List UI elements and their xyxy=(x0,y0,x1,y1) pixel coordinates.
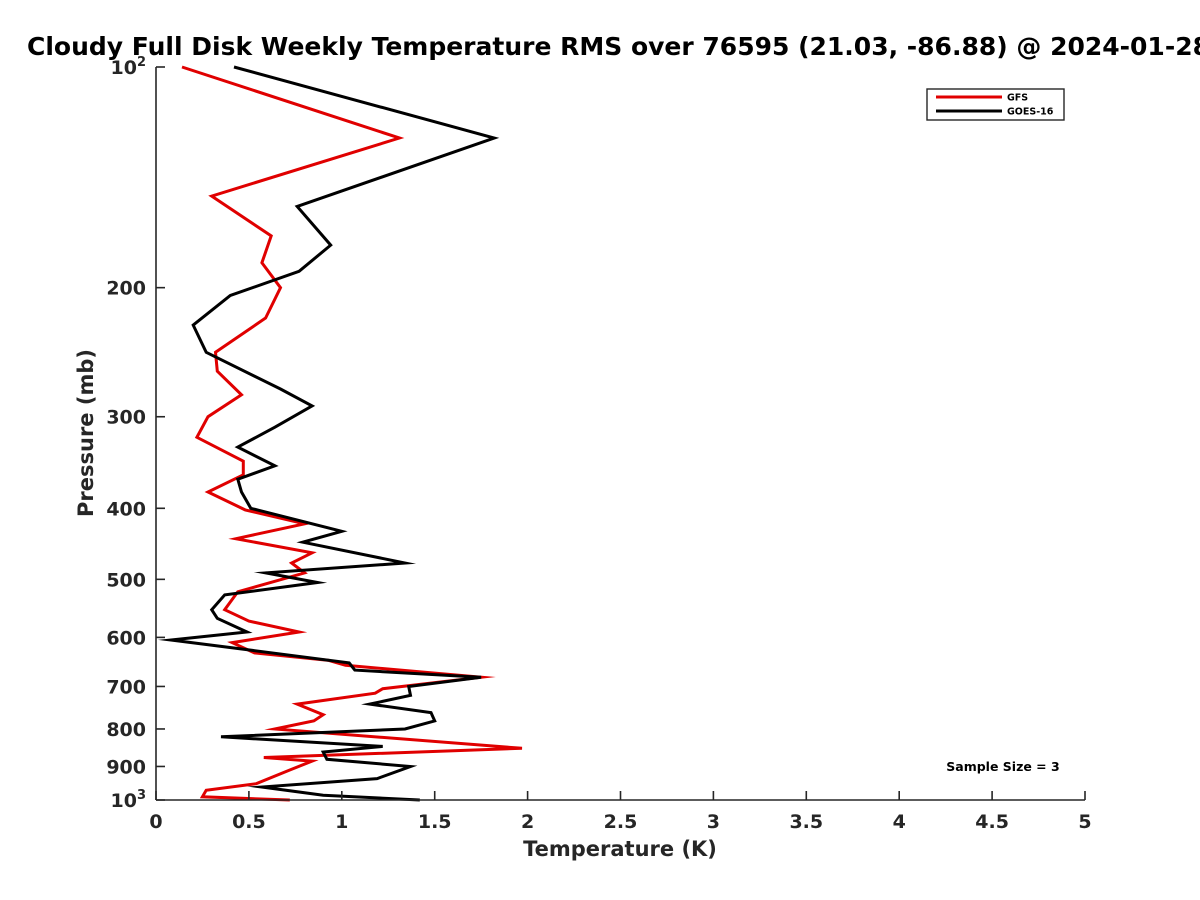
legend: GFS GOES-16 xyxy=(926,88,1065,121)
plot-area xyxy=(156,67,1085,800)
x-tick-label: 4 xyxy=(893,811,906,833)
x-tick-label: 2 xyxy=(521,811,534,833)
x-tick-label: 3.5 xyxy=(789,811,823,833)
y-tick-label: 700 xyxy=(106,676,146,698)
x-tick-label: 1.5 xyxy=(418,811,452,833)
x-tick-label: 1 xyxy=(335,811,348,833)
x-tick-label: 3 xyxy=(707,811,720,833)
y-tick-label: 600 xyxy=(106,627,146,649)
y-tick-label: 500 xyxy=(106,569,146,591)
legend-box xyxy=(926,88,1065,121)
y-tick-label: 400 xyxy=(106,498,146,520)
series-line-goes-16 xyxy=(157,65,500,802)
y-tick-label: 900 xyxy=(106,756,146,778)
x-ticks: 0 0.5 1 1.5 2 2.5 3 3.5 4 4.5 5 xyxy=(149,791,1092,833)
x-tick-label: 5 xyxy=(1078,811,1091,833)
y-tick-label: 300 xyxy=(106,407,146,429)
y-tick-label: 103 xyxy=(111,788,147,812)
chart-title: Cloudy Full Disk Weekly Temperature RMS … xyxy=(27,32,1200,61)
x-tick-label: 0.5 xyxy=(232,811,266,833)
legend-label-goes-16: GOES-16 xyxy=(1007,107,1054,118)
y-axis-label: Pressure (mb) xyxy=(74,349,98,517)
legend-label-gfs: GFS xyxy=(1007,93,1028,104)
sample-size-annotation: Sample Size = 3 xyxy=(946,759,1059,774)
y-tick-label: 200 xyxy=(106,278,146,300)
series-layer xyxy=(157,65,523,802)
x-tick-label: 2.5 xyxy=(604,811,638,833)
x-tick-label: 4.5 xyxy=(975,811,1009,833)
y-tick-label: 800 xyxy=(106,719,146,741)
x-tick-label: 0 xyxy=(149,811,162,833)
x-axis-label: Temperature (K) xyxy=(523,837,717,861)
